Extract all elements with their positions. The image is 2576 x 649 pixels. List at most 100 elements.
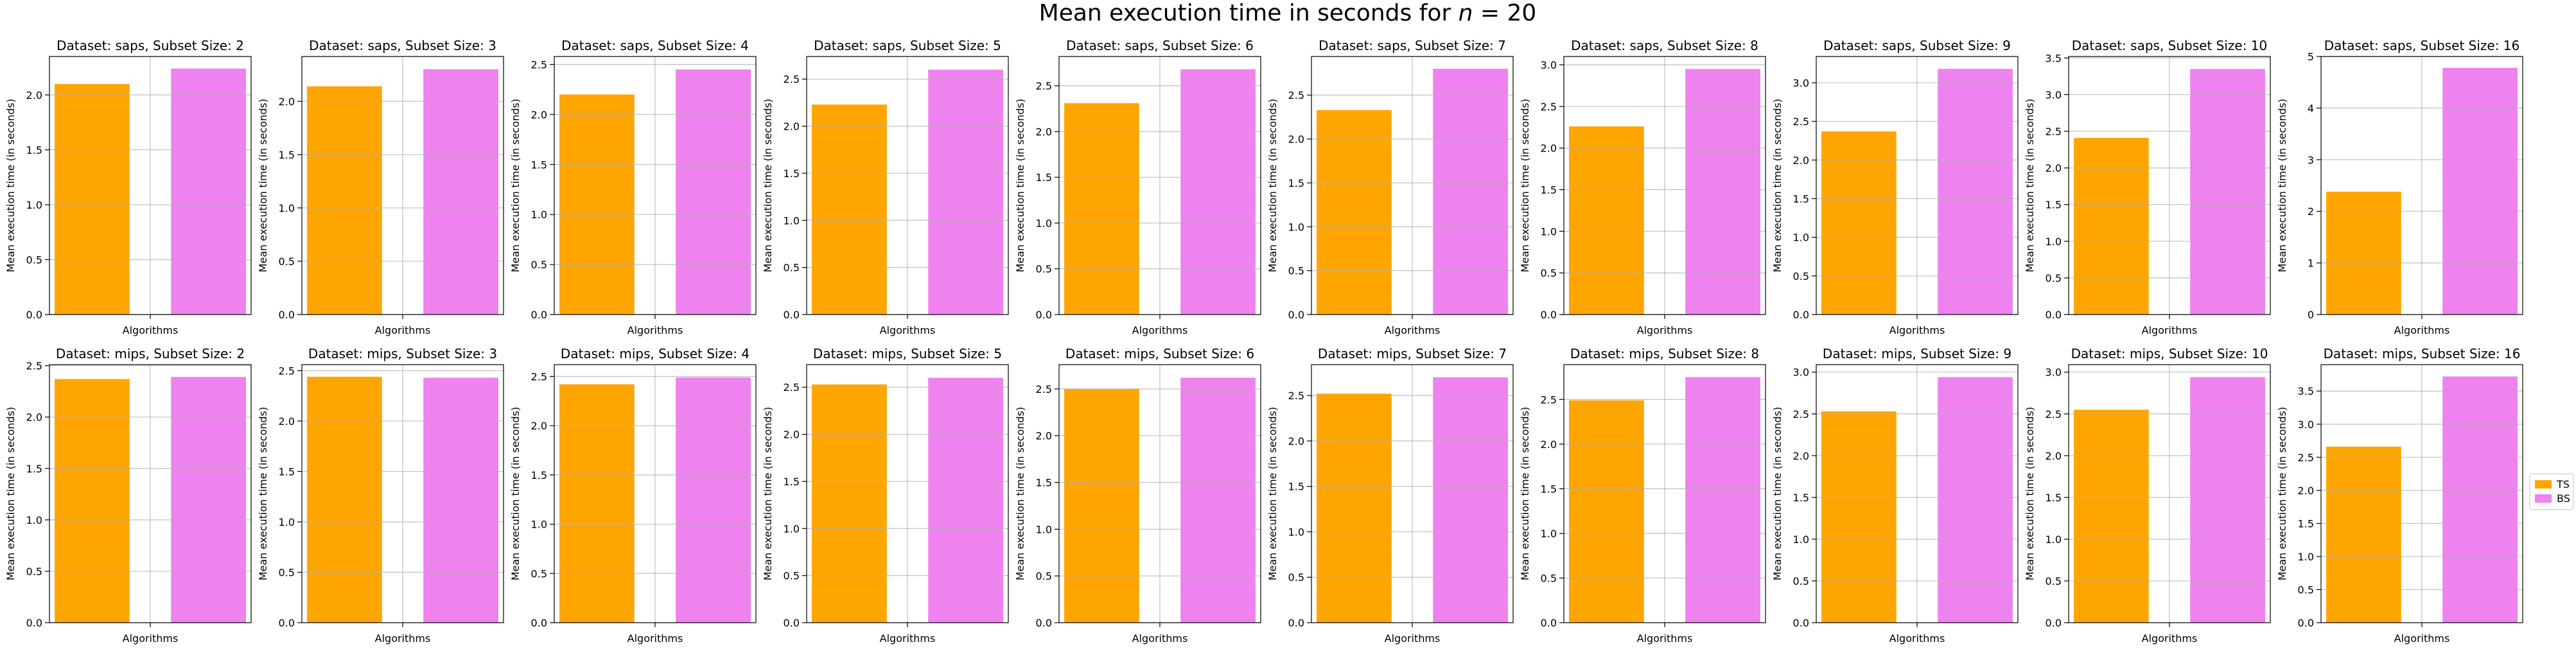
bar-bs [928, 69, 1003, 315]
x-axis-label: Algorithms [880, 632, 936, 645]
subplot-panel: 0.0 0.5 1.0 1.5 2.0 2.5 Dataset: mips, Subset … [509, 346, 757, 645]
axes-frame [1058, 56, 1261, 315]
y-axis-label: Mean execution time (in seconds) [257, 99, 269, 273]
subplot-panel: 0 1 2 3 4 5 Dataset: saps, Subset Size: 16 Algo… [2276, 38, 2523, 336]
bar-bs [2190, 377, 2265, 623]
y-tick-label: 3.0 [2046, 367, 2062, 379]
y-tick-label: 2.5 [784, 381, 800, 394]
subplot-title: Dataset: mips, Subset Size: 2 [56, 346, 245, 361]
y-tick-label: 1.5 [784, 476, 800, 488]
subplot-title: Dataset: saps, Subset Size: 8 [1571, 38, 1758, 53]
y-tick-label: 1.5 [279, 149, 295, 161]
axes-frame [2068, 56, 2271, 315]
y-tick-label: 0.5 [1036, 263, 1052, 275]
legend-label-ts: TS [2556, 478, 2570, 490]
y-tick-label: 1.0 [1036, 523, 1052, 535]
x-axis-label: Algorithms [2394, 632, 2450, 645]
y-tick-label: 2.0 [2046, 162, 2062, 175]
y-tick-label: 1.0 [1541, 528, 1557, 540]
y-tick-label: 1.5 [2298, 517, 2314, 530]
subplot-panel: 0.0 0.5 1.0 1.5 2.0 2.5 Dataset: saps, Subset … [1266, 38, 1514, 336]
bar-bs [171, 68, 246, 315]
y-tick-label: 0.5 [279, 566, 295, 578]
y-tick-label: 1.5 [1036, 171, 1052, 184]
y-axis-label: Mean execution time (in seconds) [1519, 99, 1531, 273]
subplot-title: Dataset: saps, Subset Size: 3 [309, 38, 496, 53]
subplot-title: Dataset: saps, Subset Size: 16 [2324, 38, 2520, 53]
y-tick-label: 0.0 [1793, 309, 1809, 321]
subplot-title: Dataset: mips, Subset Size: 6 [1065, 346, 1254, 361]
y-tick-label: 2.5 [26, 360, 42, 372]
y-tick-label: 2.0 [1793, 450, 1809, 462]
subplot-title: Dataset: mips, Subset Size: 8 [1570, 346, 1759, 361]
y-tick-label: 3.5 [2298, 385, 2314, 397]
y-tick-label: 2.0 [279, 415, 295, 428]
bar-ts [1064, 388, 1139, 623]
bar-ts [307, 86, 382, 315]
y-tick-label: 1.0 [1288, 221, 1304, 233]
y-tick-label: 2.5 [2046, 125, 2062, 137]
subplot-panel: 0.0 0.5 1.0 1.5 2.0 2.5 3.0 Dataset: mips, Subs… [2024, 346, 2271, 645]
axes-frame [1058, 364, 1261, 623]
y-tick-label: 1.0 [26, 514, 42, 526]
y-tick-label: 2.5 [1793, 408, 1809, 420]
x-axis-label: Algorithms [1889, 632, 1945, 645]
x-axis-label: Algorithms [1132, 324, 1188, 336]
legend-swatch-bs [2535, 494, 2552, 503]
y-tick-label: 0.5 [1793, 270, 1809, 282]
y-tick-label: 1.5 [1793, 492, 1809, 504]
bar-bs [1180, 69, 1256, 315]
axes-frame [806, 56, 1009, 315]
bar-ts [1821, 131, 1897, 315]
subplot-panel: 0.0 0.5 1.0 1.5 2.0 2.5 Dataset: saps, Subset … [762, 38, 1009, 336]
axes-frame [1816, 56, 2019, 315]
y-tick-label: 1.5 [1541, 184, 1557, 196]
bar-ts [2074, 410, 2149, 623]
y-tick-label: 1.5 [1288, 481, 1304, 493]
y-tick-label: 1.0 [1288, 526, 1304, 538]
subplot-title: Dataset: saps, Subset Size: 10 [2072, 38, 2268, 53]
y-tick-label: 0.0 [1541, 617, 1557, 629]
y-tick-label: 0.0 [279, 617, 295, 629]
y-tick-label: 3.0 [2046, 89, 2062, 101]
bar-bs [1938, 69, 2013, 315]
x-axis-label: Algorithms [375, 632, 431, 645]
y-tick-label: 0.0 [26, 309, 42, 321]
y-axis-label: Mean execution time (in seconds) [2276, 99, 2288, 273]
y-tick-label: 2.5 [1793, 116, 1809, 128]
y-axis-label: Mean execution time (in seconds) [509, 99, 521, 273]
y-tick-label: 2.5 [1036, 383, 1052, 395]
bar-ts [2326, 191, 2401, 315]
y-tick-label: 0.5 [26, 566, 42, 578]
y-axis-label: Mean execution time (in seconds) [2276, 407, 2288, 581]
y-tick-label: 1.5 [26, 144, 42, 156]
y-tick-label: 1.5 [1541, 483, 1557, 495]
bar-bs [676, 377, 751, 623]
subplot-panel: 0.0 0.5 1.0 1.5 2.0 2.5 Dataset: saps, Subset … [1014, 38, 1261, 336]
subplot-panel: 0.0 0.5 1.0 1.5 2.0 Dataset: saps, Subset Siz… [257, 38, 504, 336]
y-axis-label: Mean execution time (in seconds) [509, 407, 521, 581]
x-axis-label: Algorithms [123, 632, 179, 645]
y-tick-label: 1.0 [2046, 533, 2062, 546]
y-axis-label: Mean execution time (in seconds) [2024, 407, 2036, 581]
bar-bs [1938, 377, 2013, 623]
bar-ts [1317, 394, 1392, 623]
y-tick-label: 0.0 [26, 617, 42, 629]
y-tick-label: 3.0 [1793, 367, 1809, 379]
y-tick-label: 1 [2308, 257, 2314, 270]
bar-ts [1569, 400, 1644, 623]
y-tick-label: 2.0 [26, 89, 42, 101]
axes-frame [554, 364, 757, 623]
y-tick-label: 1.0 [1793, 533, 1809, 546]
y-tick-label: 1.5 [279, 465, 295, 478]
bar-ts [1317, 110, 1392, 315]
y-tick-label: 0.5 [2298, 584, 2314, 596]
bar-ts [1569, 126, 1644, 315]
y-tick-label: 0.0 [1036, 309, 1052, 321]
x-axis-label: Algorithms [627, 632, 683, 645]
y-tick-label: 1.0 [1036, 217, 1052, 229]
y-tick-label: 0.5 [2046, 575, 2062, 587]
x-axis-label: Algorithms [1637, 632, 1693, 645]
y-axis-label: Mean execution time (in seconds) [1771, 407, 1783, 581]
y-tick-label: 2.0 [1288, 134, 1304, 146]
